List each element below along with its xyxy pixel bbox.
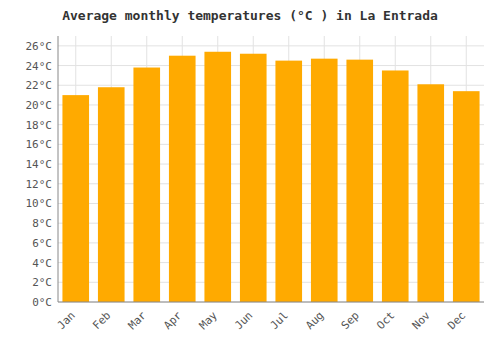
y-tick-label: 22°C: [26, 79, 53, 92]
x-tick-label: Dec: [445, 309, 468, 332]
x-tick-label: Jun: [232, 309, 255, 332]
x-tick-label: May: [197, 309, 221, 333]
y-tick-label: 26°C: [26, 40, 53, 53]
bar: [417, 84, 444, 302]
x-tick-label: Oct: [374, 309, 397, 332]
y-tick-label: 16°C: [26, 138, 53, 151]
x-tick-label: Feb: [90, 309, 113, 332]
bar: [453, 91, 480, 302]
y-grid-line: [58, 302, 484, 303]
bar: [240, 54, 267, 302]
y-tick-label: 14°C: [26, 158, 53, 171]
x-tick-label: Apr: [161, 309, 185, 333]
y-tick-label: 6°C: [32, 237, 52, 250]
x-axis-line: [58, 302, 484, 303]
chart-container: Average monthly temperatures (°C ) in La…: [0, 0, 500, 350]
x-tick-label: Jul: [268, 309, 291, 332]
y-axis-line: [58, 36, 59, 302]
bars: [62, 52, 479, 302]
chart: Average monthly temperatures (°C ) in La…: [0, 0, 500, 350]
title: Average monthly temperatures (°C ) in La…: [62, 8, 438, 23]
x-tick-label: Sep: [339, 309, 362, 332]
x-tick-label: Aug: [303, 309, 326, 332]
y-tick-label: 0°C: [32, 296, 52, 309]
y-grid-line: [58, 45, 484, 46]
bar: [346, 60, 373, 302]
y-tick-label: 18°C: [26, 119, 53, 132]
y-tick-label: 2°C: [32, 276, 52, 289]
y-tick-label: 10°C: [26, 197, 53, 210]
bar: [311, 59, 338, 302]
bar: [204, 52, 231, 302]
bar: [169, 56, 196, 302]
y-tick-label: 24°C: [26, 60, 53, 73]
grid: [58, 36, 484, 302]
y-tick-label: 4°C: [32, 257, 52, 270]
bar: [275, 61, 302, 302]
y-grid-line: [58, 65, 484, 66]
y-tick-label: 12°C: [26, 178, 53, 191]
bar: [133, 68, 160, 302]
x-tick-label: Mar: [126, 309, 150, 333]
y-tick-label: 8°C: [32, 217, 52, 230]
bar: [98, 87, 125, 302]
bar: [62, 95, 89, 302]
x-tick-label: Jan: [55, 309, 78, 332]
x-tick-label: Nov: [410, 309, 434, 333]
bar: [382, 70, 409, 302]
y-tick-label: 20°C: [26, 99, 53, 112]
